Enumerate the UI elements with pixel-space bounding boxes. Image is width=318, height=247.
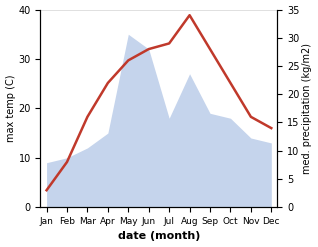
Y-axis label: med. precipitation (kg/m2): med. precipitation (kg/m2) <box>302 43 313 174</box>
Y-axis label: max temp (C): max temp (C) <box>5 75 16 142</box>
X-axis label: date (month): date (month) <box>118 231 200 242</box>
